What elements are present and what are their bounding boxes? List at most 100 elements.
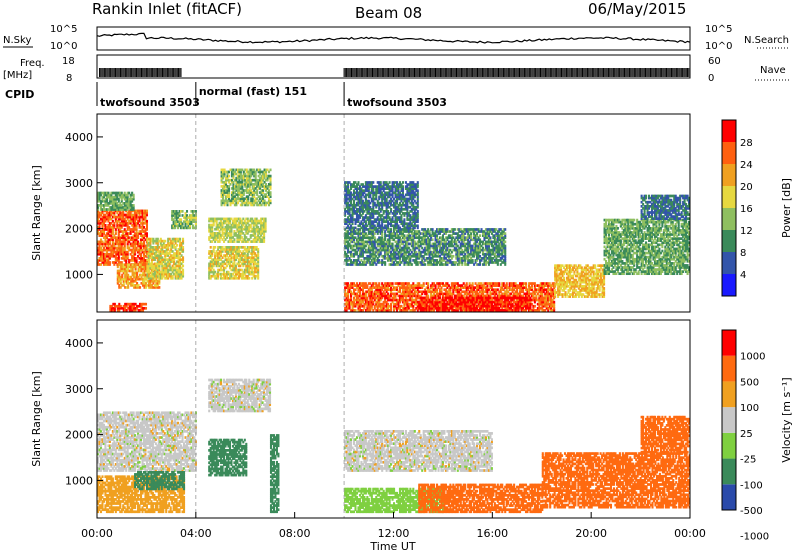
heatmap-cell xyxy=(474,286,477,289)
heatmap-cell xyxy=(105,191,108,195)
heatmap-cell xyxy=(403,294,406,298)
heatmap-cell xyxy=(370,284,373,287)
heatmap-cell xyxy=(483,294,486,298)
heatmap-cell xyxy=(440,304,443,308)
heatmap-cell xyxy=(239,236,242,239)
heatmap-cell xyxy=(159,254,162,257)
heatmap-cell xyxy=(256,191,259,194)
heatmap-cell xyxy=(145,224,149,227)
heatmap-cell xyxy=(412,306,415,310)
heatmap-cell xyxy=(137,284,140,287)
heatmap-cell xyxy=(131,273,134,277)
heatmap-cell xyxy=(358,306,361,310)
heatmap-cell xyxy=(147,252,150,255)
heatmap-cell xyxy=(147,284,150,287)
heatmap-cell xyxy=(255,238,258,241)
heatmap-cell xyxy=(118,286,121,289)
heatmap-cell xyxy=(120,257,123,260)
heatmap-cell xyxy=(178,210,181,213)
heatmap-cell xyxy=(536,298,539,302)
heatmap-cell xyxy=(104,191,107,195)
heatmap-cell xyxy=(146,279,149,283)
heatmap-cell xyxy=(361,300,364,304)
heatmap-cell xyxy=(366,306,369,310)
heatmap-cell xyxy=(267,197,271,201)
heatmap-cell xyxy=(433,284,436,287)
heatmap-cell xyxy=(254,221,257,225)
heatmap-cell xyxy=(167,272,170,276)
heatmap-cell xyxy=(496,282,499,285)
heatmap-cell xyxy=(131,215,134,219)
heatmap-cell xyxy=(431,296,434,300)
heatmap-cell xyxy=(370,290,373,294)
heatmap-cell xyxy=(441,309,445,312)
heatmap-cell xyxy=(119,279,122,283)
heatmap-cell xyxy=(409,309,412,312)
heatmap-cell xyxy=(352,304,356,308)
heatmap-cell xyxy=(446,292,449,296)
heatmap-cell xyxy=(468,298,471,302)
heatmap-cell xyxy=(260,203,263,207)
heatmap-cell xyxy=(114,236,117,240)
heatmap-cell xyxy=(227,191,231,194)
heatmap-cell xyxy=(437,309,440,312)
heatmap-cell xyxy=(521,302,525,306)
heatmap-cell xyxy=(544,294,547,298)
heatmap-cell xyxy=(222,170,225,174)
heatmap-cell xyxy=(152,239,155,243)
heatmap-cell xyxy=(147,274,150,278)
heatmap-cell xyxy=(461,290,464,294)
heatmap-cell xyxy=(168,241,171,245)
heatmap-cell xyxy=(101,259,104,262)
heatmap-cell xyxy=(452,290,455,294)
heatmap-cell xyxy=(112,302,115,306)
heatmap-cell xyxy=(464,298,467,302)
heatmap-cell xyxy=(245,270,248,274)
heatmap-cell xyxy=(177,224,180,228)
heatmap-cell xyxy=(246,238,249,241)
heatmap-cell xyxy=(391,284,394,287)
heatmap-cell xyxy=(452,292,455,296)
heatmap-cell xyxy=(174,239,177,243)
heatmap-cell xyxy=(413,286,416,289)
heatmap-cell xyxy=(242,270,245,274)
heatmap-cell xyxy=(459,286,462,289)
heatmap-cell xyxy=(256,180,259,184)
heatmap-cell xyxy=(164,250,167,253)
heatmap-cell xyxy=(142,213,146,217)
heatmap-cell xyxy=(372,286,375,289)
heatmap-cell xyxy=(478,304,482,308)
heatmap-cell xyxy=(132,250,135,254)
heatmap-cell xyxy=(381,292,384,296)
heatmap-cell xyxy=(373,282,376,285)
heatmap-cell xyxy=(409,286,412,289)
heatmap-cell xyxy=(231,276,234,280)
heatmap-cell xyxy=(227,187,231,190)
heatmap-cell xyxy=(444,306,447,310)
heatmap-cell xyxy=(245,168,248,172)
heatmap-cell xyxy=(139,254,143,258)
heatmap-cell xyxy=(376,298,379,302)
heatmap-cell xyxy=(388,298,391,302)
heatmap-cell xyxy=(105,242,108,246)
heatmap-cell xyxy=(233,229,236,233)
heatmap-cell xyxy=(173,252,176,255)
heatmap-cell xyxy=(119,281,122,285)
heatmap-cell xyxy=(379,306,382,310)
heatmap-cell xyxy=(214,238,217,241)
heatmap-cell xyxy=(452,284,455,287)
heatmap-cell xyxy=(184,214,187,217)
heatmap-cell xyxy=(144,246,147,250)
heatmap-cell xyxy=(118,304,121,308)
heatmap-cell xyxy=(471,296,474,300)
heatmap-cell xyxy=(134,286,137,289)
heatmap-cell xyxy=(232,193,235,196)
heatmap-cell xyxy=(230,240,233,243)
heatmap-cell xyxy=(476,294,479,298)
heatmap-cell xyxy=(211,262,214,266)
heatmap-cell xyxy=(240,223,243,227)
heatmap-cell xyxy=(400,282,403,285)
heatmap-cell xyxy=(419,309,422,312)
heatmap-cell xyxy=(372,294,375,298)
heatmap-cell xyxy=(193,214,196,217)
